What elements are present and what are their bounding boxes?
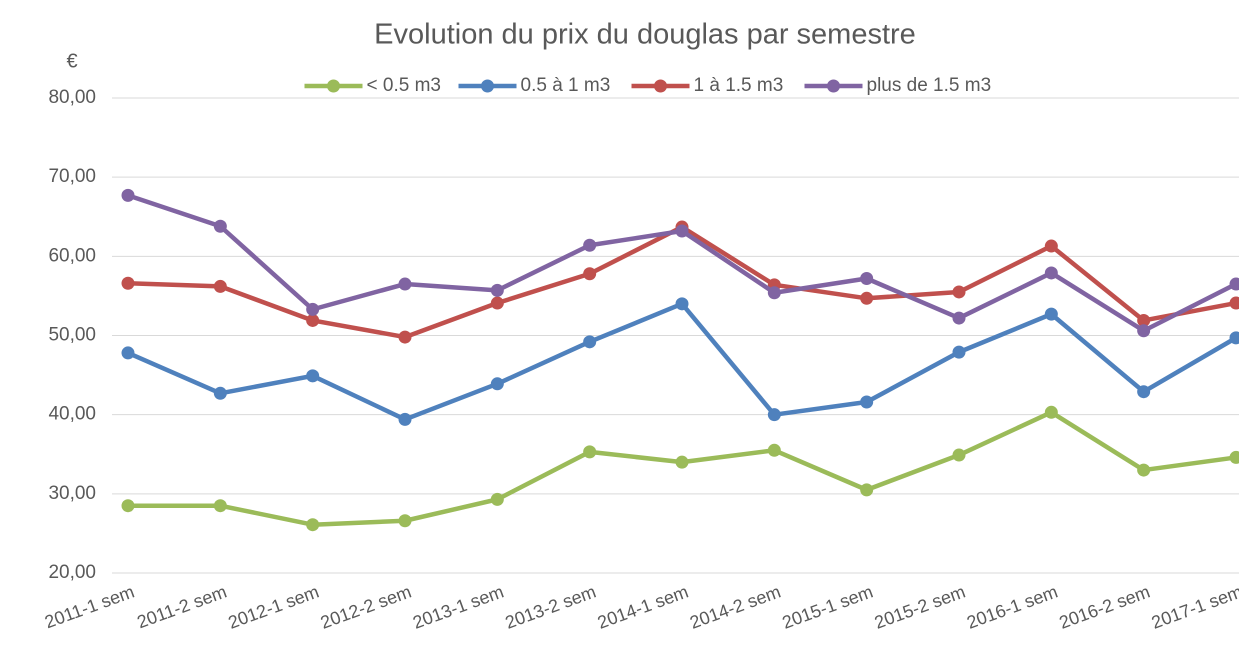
data-point [952, 448, 966, 462]
data-point [398, 277, 412, 291]
y-tick-label: 20,00 [48, 562, 96, 583]
data-point [121, 346, 135, 360]
data-point [306, 302, 320, 316]
legend-marker [327, 79, 340, 93]
y-axis-label: € [66, 50, 77, 72]
data-point [1229, 331, 1239, 345]
legend-marker [827, 79, 840, 93]
series-line [127, 301, 1238, 422]
data-point [952, 345, 966, 359]
y-tick-label: 70,00 [48, 166, 96, 187]
data-point [121, 499, 135, 513]
data-point [213, 279, 227, 293]
data-point [1044, 239, 1058, 253]
y-tick-label: 30,00 [48, 483, 96, 504]
y-tick-label: 40,00 [48, 404, 96, 425]
legend-label: 0.5 à 1 m3 [521, 75, 611, 96]
legend-label: 1 à 1.5 m3 [694, 75, 784, 96]
data-point [952, 311, 966, 325]
data-point [213, 219, 227, 233]
data-point [860, 483, 874, 497]
data-point [121, 188, 135, 202]
data-point [675, 455, 689, 469]
x-tick-label: 2014-2 sem [687, 581, 783, 632]
data-point [1229, 277, 1239, 291]
x-tick-label: 2015-2 sem [872, 581, 968, 632]
x-tick-label: 2013-1 sem [410, 581, 506, 632]
data-point [306, 369, 320, 383]
chart-title: Evolution du prix du douglas par semestr… [374, 19, 916, 51]
data-point [583, 238, 597, 252]
data-point [398, 412, 412, 426]
x-tick-label: 2012-1 sem [225, 581, 321, 632]
data-point [583, 267, 597, 281]
data-point [767, 408, 781, 422]
data-point [306, 313, 320, 327]
x-tick-label: 2015-1 sem [779, 581, 875, 632]
x-tick-label: 2014-1 sem [595, 581, 691, 632]
data-point [398, 330, 412, 344]
data-point [1044, 266, 1058, 280]
y-tick-label: 80,00 [48, 87, 96, 108]
data-point [490, 283, 504, 297]
legend-label: plus de 1.5 m3 [867, 75, 992, 96]
x-tick-label: 2016-2 sem [1056, 581, 1152, 632]
x-tick-label: 2012-2 sem [318, 581, 414, 632]
data-point [1137, 385, 1151, 399]
x-tick-label: 2011-2 sem [134, 581, 229, 632]
x-tick-label: 2011-1 sem [42, 581, 137, 632]
data-point [583, 445, 597, 459]
data-point [1137, 324, 1151, 338]
data-point [398, 514, 412, 528]
data-point [1044, 405, 1058, 419]
x-tick-label: 2016-1 sem [964, 581, 1060, 632]
legend-marker [481, 79, 494, 93]
data-point [121, 276, 135, 290]
data-point [860, 291, 874, 305]
data-point [860, 395, 874, 409]
x-tick-label: 2013-2 sem [502, 581, 598, 632]
data-point [1229, 296, 1239, 310]
data-point [583, 335, 597, 349]
data-point [1044, 307, 1058, 321]
data-point [1137, 313, 1151, 327]
data-point [675, 224, 689, 238]
x-tick-label: 2017-1 sem [1149, 581, 1239, 632]
data-point [675, 297, 689, 311]
data-point [1229, 450, 1239, 464]
data-point [213, 499, 227, 513]
data-point [490, 492, 504, 506]
data-point [306, 518, 320, 532]
data-point [213, 386, 227, 400]
data-point [490, 377, 504, 391]
legend-label: < 0.5 m3 [367, 75, 441, 96]
data-point [767, 443, 781, 457]
y-tick-label: 60,00 [48, 245, 96, 266]
data-point [767, 286, 781, 300]
data-point [952, 285, 966, 299]
data-point [1137, 463, 1151, 477]
data-point [860, 272, 874, 285]
data-point [490, 296, 504, 310]
legend-marker [654, 79, 667, 93]
y-tick-label: 50,00 [48, 325, 96, 346]
